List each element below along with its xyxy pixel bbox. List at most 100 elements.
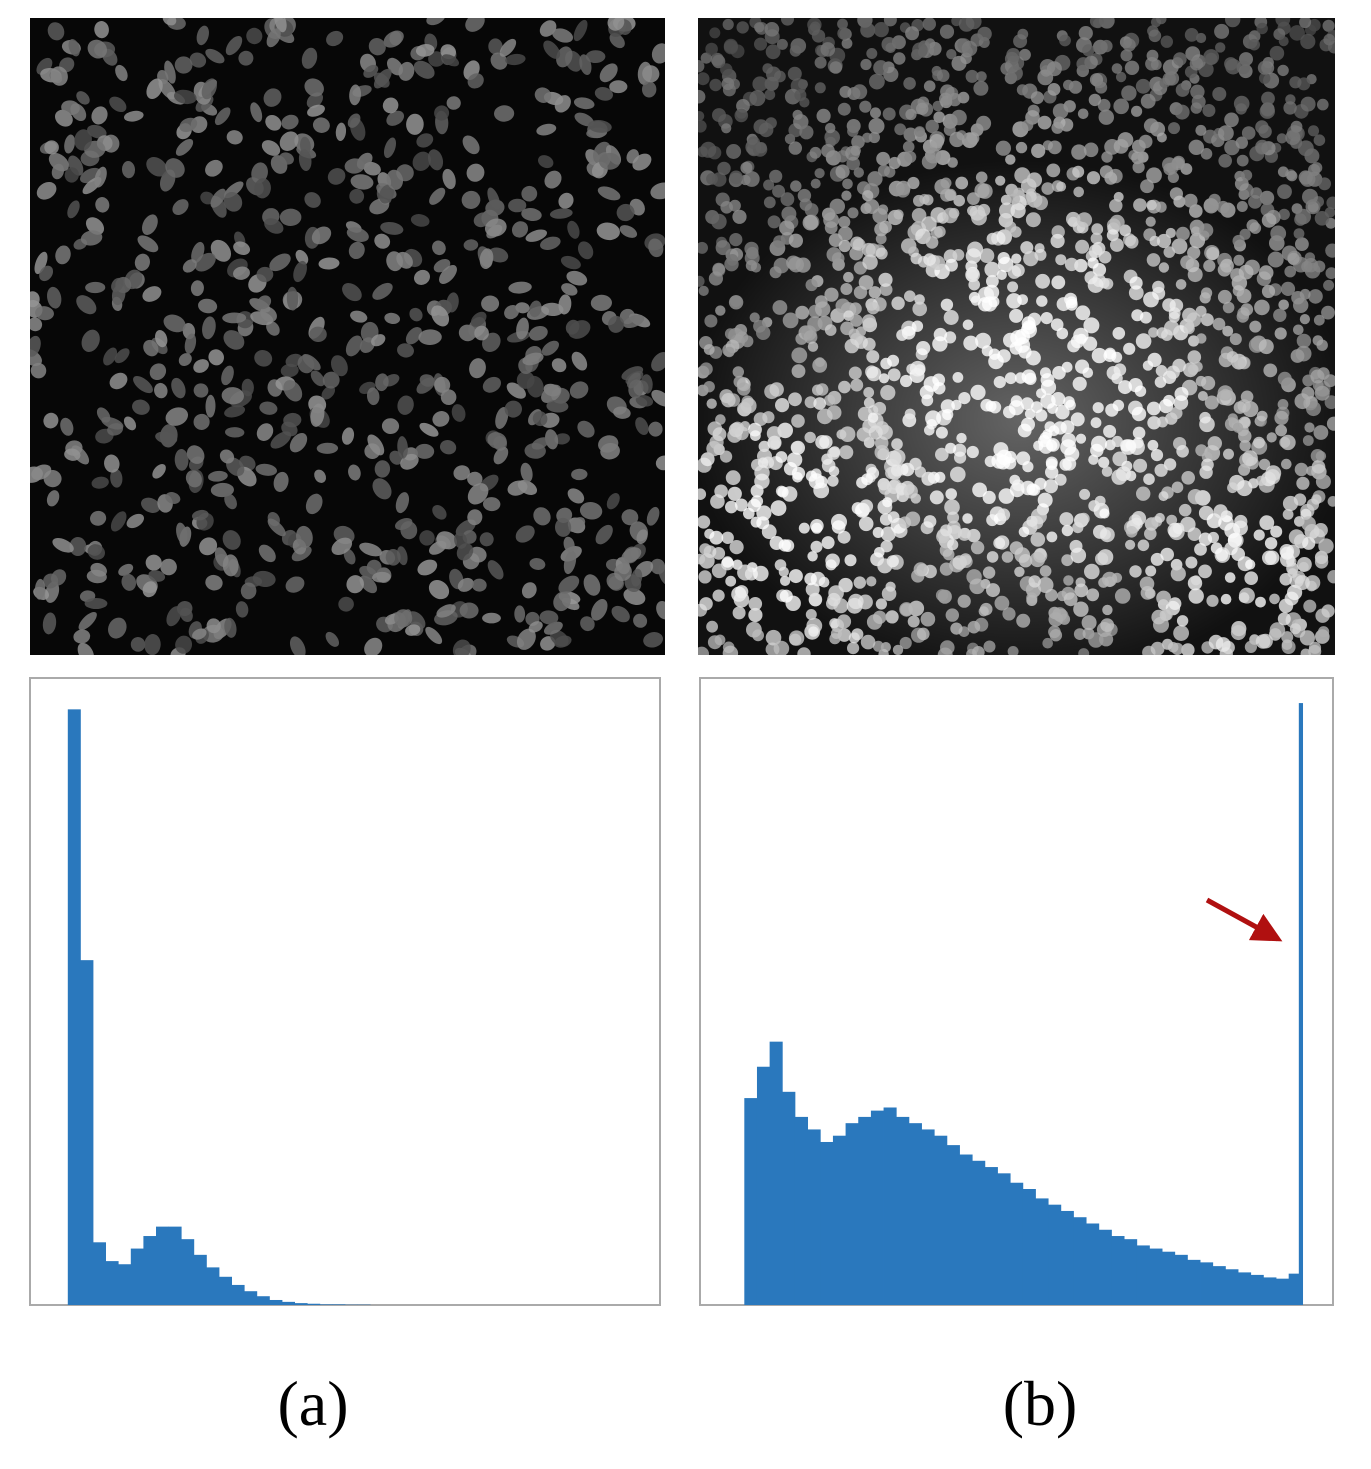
nucleus xyxy=(208,349,224,366)
nucleus xyxy=(805,278,818,292)
nucleus xyxy=(828,466,840,477)
nucleus xyxy=(383,137,397,159)
nucleus xyxy=(1318,177,1331,191)
nucleus xyxy=(977,297,993,312)
nucleus xyxy=(943,310,959,325)
nucleus xyxy=(599,152,621,170)
nucleus xyxy=(1007,281,1019,293)
nucleus xyxy=(1063,575,1074,586)
nucleus xyxy=(797,647,811,655)
nucleus xyxy=(1052,103,1069,119)
nucleus xyxy=(285,576,305,593)
nucleus xyxy=(962,513,973,524)
bar xyxy=(282,1301,295,1305)
nucleus xyxy=(1220,593,1232,605)
nucleus xyxy=(1196,333,1207,344)
nucleus xyxy=(142,581,157,598)
nucleus xyxy=(875,598,888,610)
nucleus xyxy=(410,214,430,227)
nucleus xyxy=(777,486,789,498)
nucleus xyxy=(456,543,474,561)
nucleus xyxy=(541,302,564,317)
nucleus xyxy=(856,427,871,442)
nucleus xyxy=(567,220,580,239)
nucleus xyxy=(997,508,1011,522)
nucleus xyxy=(841,38,853,49)
nucleus xyxy=(1186,312,1202,328)
bar xyxy=(1111,1236,1125,1305)
nucleus xyxy=(264,218,284,234)
bar xyxy=(1048,1204,1062,1305)
nucleus xyxy=(1248,195,1262,209)
nucleus xyxy=(1045,456,1058,469)
nucleus xyxy=(1274,410,1289,426)
nucleus xyxy=(877,558,893,574)
nucleus xyxy=(1145,216,1156,227)
nucleus xyxy=(164,60,176,84)
bar xyxy=(118,1264,132,1305)
nucleus xyxy=(773,640,790,655)
nucleus xyxy=(543,621,563,635)
nucleus xyxy=(1088,454,1099,465)
nucleus xyxy=(790,441,803,454)
nucleus xyxy=(1045,465,1059,479)
nucleus xyxy=(541,340,559,356)
nucleus xyxy=(184,333,197,354)
nucleus xyxy=(199,537,218,556)
nucleus xyxy=(802,214,819,231)
nucleus xyxy=(860,22,876,38)
nucleus xyxy=(1055,405,1070,420)
nucleus xyxy=(858,516,874,532)
nucleus xyxy=(1206,594,1219,607)
nucleus xyxy=(1098,456,1110,468)
nucleus xyxy=(1021,119,1034,131)
nucleus xyxy=(145,554,162,571)
nucleus xyxy=(860,634,876,650)
nucleus xyxy=(1023,251,1039,267)
nucleus xyxy=(279,131,299,151)
nucleus xyxy=(1199,411,1211,424)
nucleus xyxy=(607,18,625,31)
nucleus xyxy=(1294,575,1310,591)
nucleus xyxy=(1259,190,1275,206)
nucleus xyxy=(773,235,786,248)
nucleus xyxy=(446,96,461,110)
nucleus xyxy=(1238,264,1254,280)
nucleus xyxy=(1217,385,1234,401)
nucleus xyxy=(1202,104,1216,117)
bar xyxy=(908,1123,922,1305)
nucleus xyxy=(1224,57,1238,71)
nucleus xyxy=(651,43,665,64)
nucleus xyxy=(1298,561,1309,573)
nucleus xyxy=(1277,612,1291,626)
nucleus xyxy=(650,182,665,200)
nucleus xyxy=(149,363,167,381)
nucleus xyxy=(754,37,767,51)
nucleus xyxy=(1101,466,1113,477)
nucleus xyxy=(533,507,551,526)
nucleus xyxy=(225,427,245,438)
nucleus xyxy=(810,178,821,189)
nucleus xyxy=(1016,613,1031,628)
nucleus xyxy=(484,218,507,237)
nucleus xyxy=(1241,126,1256,140)
nucleus xyxy=(175,635,193,654)
nucleus xyxy=(646,506,660,526)
nucleus xyxy=(87,39,108,59)
nucleus xyxy=(1076,212,1093,228)
nucleus xyxy=(1146,199,1157,211)
nucleus xyxy=(121,573,137,591)
nucleus xyxy=(348,241,365,260)
nucleus xyxy=(1277,64,1289,77)
nucleus xyxy=(945,442,957,454)
nucleus xyxy=(1157,416,1169,428)
nucleus xyxy=(1239,440,1251,452)
nucleus xyxy=(1111,469,1127,485)
nucleus xyxy=(1190,226,1201,237)
nucleus xyxy=(206,618,221,634)
nucleus xyxy=(769,169,783,183)
nucleus xyxy=(699,597,713,611)
nucleus xyxy=(1207,436,1223,451)
nucleus xyxy=(1037,577,1054,593)
